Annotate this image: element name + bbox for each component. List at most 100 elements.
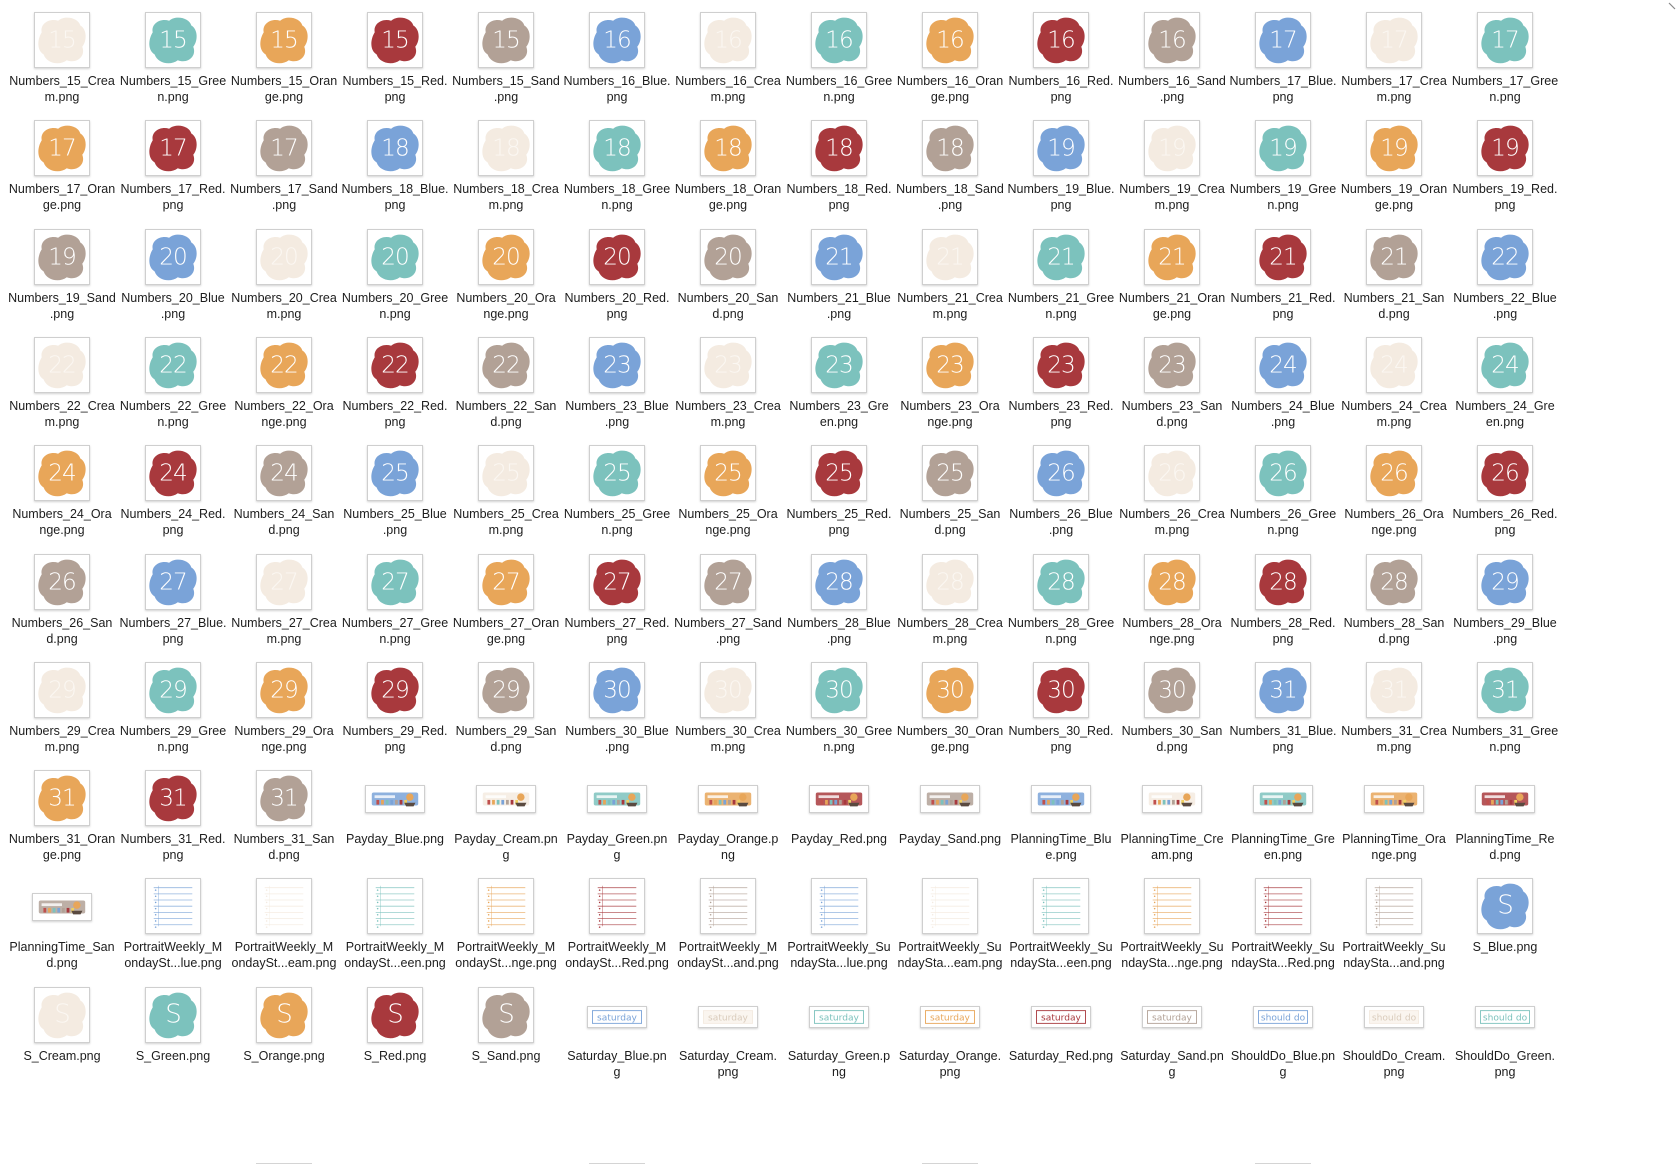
file-item[interactable]: 18 Numbers_18_Gree n.png [558,108,676,224]
file-item[interactable]: 19 Numbers_19_Crea m.png [1113,108,1231,224]
file-item[interactable]: 30 Numbers_30_San d.png [1113,650,1231,766]
file-thumbnail[interactable]: 24 [256,445,312,501]
file-thumbnail[interactable]: 23 [589,337,645,393]
file-item[interactable]: 16 Numbers_16_Sand .png [1113,0,1231,116]
file-thumbnail[interactable] [32,893,92,921]
file-item[interactable]: 15 Numbers_15_Crea m.png [3,0,121,116]
file-item[interactable]: S S_Blue.png [1446,866,1564,982]
file-thumbnail[interactable]: 19 [1366,120,1422,176]
file-item[interactable]: 27 Numbers_27_Red. png [558,542,676,658]
file-thumbnail[interactable]: 27 [700,554,756,610]
file-thumbnail[interactable]: 15 [34,12,90,68]
file-thumbnail[interactable]: 21 [1366,229,1422,285]
file-item[interactable]: 17 Numbers_17_Gree n.png [1446,0,1564,116]
file-item[interactable]: 25 Numbers_25_Blue .png [336,433,454,549]
file-item[interactable]: 15 Numbers_15_Oran ge.png [225,0,343,116]
file-thumbnail[interactable]: 22 [145,337,201,393]
file-item[interactable]: Payday_Blue.png [336,758,454,874]
file-thumbnail[interactable]: 22 [367,337,423,393]
file-thumbnail[interactable] [145,878,201,934]
file-item[interactable]: 25 Numbers_25_Crea m.png [447,433,565,549]
file-item[interactable]: 24 Numbers_24_Ora nge.png [3,433,121,549]
file-thumbnail[interactable]: 31 [145,770,201,826]
file-thumbnail[interactable] [700,878,756,934]
file-item[interactable]: PortraitWeekly_Su ndaySta...lue.png [780,866,898,982]
file-thumbnail[interactable]: saturday [1142,1006,1202,1028]
file-thumbnail[interactable]: 26 [34,554,90,610]
file-item[interactable]: 21 Numbers_21_Red. png [1224,217,1342,333]
file-item[interactable]: 16 Numbers_16_Crea m.png [669,0,787,116]
file-item[interactable]: 23 Numbers_23_Ora nge.png [891,325,1009,441]
file-thumbnail[interactable] [587,785,647,813]
file-item[interactable]: 20 Numbers_20_Gree n.png [336,217,454,333]
file-thumbnail[interactable]: 19 [34,229,90,285]
file-thumbnail[interactable] [365,785,425,813]
file-item[interactable]: PlanningTime_Re d.png [1446,758,1564,874]
file-thumbnail[interactable] [1364,785,1424,813]
file-thumbnail[interactable]: 17 [145,120,201,176]
file-thumbnail[interactable] [1475,785,1535,813]
file-thumbnail[interactable]: 27 [478,554,534,610]
file-thumbnail[interactable]: 22 [1477,229,1533,285]
file-thumbnail[interactable]: 19 [1144,120,1200,176]
file-item[interactable]: 24 Numbers_24_San d.png [225,433,343,549]
file-item[interactable]: PortraitWeekly_M ondaySt...and.png [669,866,787,982]
file-thumbnail[interactable] [1253,785,1313,813]
file-thumbnail[interactable]: 25 [367,445,423,501]
file-thumbnail[interactable] [367,878,423,934]
file-thumbnail[interactable]: 23 [1144,337,1200,393]
file-item[interactable]: 17 Numbers_17_Blue. png [1224,0,1342,116]
file-item[interactable]: 28 Numbers_28_Red. png [1224,542,1342,658]
file-item[interactable]: 31 Numbers_31_Crea m.png [1335,650,1453,766]
file-item[interactable]: 29 Numbers_29_Ora nge.png [225,650,343,766]
file-thumbnail[interactable]: 31 [256,770,312,826]
file-item[interactable]: S S_Red.png [336,975,454,1091]
file-item[interactable]: 19 Numbers_19_Sand .png [3,217,121,333]
file-item[interactable]: S S_Cream.png [3,975,121,1091]
file-item[interactable]: 30 Numbers_30_Gree n.png [780,650,898,766]
file-thumbnail[interactable]: 18 [367,120,423,176]
file-item[interactable]: 21 Numbers_21_Oran ge.png [1113,217,1231,333]
file-item[interactable]: PortraitWeekly_M ondaySt...lue.png [114,866,232,982]
file-thumbnail[interactable]: 31 [1255,662,1311,718]
file-item[interactable]: S S_Sand.png [447,975,565,1091]
file-thumbnail[interactable]: 15 [367,12,423,68]
file-thumbnail[interactable]: 18 [922,120,978,176]
file-item[interactable]: 20 Numbers_20_Blue .png [114,217,232,333]
file-item[interactable]: 22 Numbers_22_San d.png [447,325,565,441]
file-thumbnail[interactable] [1033,878,1089,934]
file-thumbnail[interactable]: 30 [1033,662,1089,718]
file-thumbnail[interactable]: saturday [809,1006,869,1028]
file-thumbnail[interactable]: 30 [922,662,978,718]
file-item[interactable]: 30 Numbers_30_Oran ge.png [891,650,1009,766]
file-thumbnail[interactable]: 24 [1477,337,1533,393]
file-thumbnail[interactable]: 22 [34,337,90,393]
file-thumbnail[interactable]: 29 [256,662,312,718]
file-thumbnail[interactable]: saturday [587,1006,647,1028]
file-item[interactable]: 29 Numbers_29_Blue .png [1446,542,1564,658]
file-thumbnail[interactable]: 29 [145,662,201,718]
file-thumbnail[interactable]: 20 [256,229,312,285]
file-thumbnail[interactable]: 30 [811,662,867,718]
file-item[interactable]: 19 Numbers_19_Oran ge.png [1335,108,1453,224]
file-thumbnail[interactable]: 20 [478,229,534,285]
file-thumbnail[interactable]: 31 [1366,662,1422,718]
file-item[interactable]: 30 Numbers_30_Crea m.png [669,650,787,766]
file-thumbnail[interactable]: saturday [698,1006,758,1028]
file-thumbnail[interactable]: 24 [1366,337,1422,393]
file-item[interactable]: Payday_Red.png [780,758,898,874]
file-item[interactable]: 23 Numbers_23_Crea m.png [669,325,787,441]
file-item[interactable]: S S_Orange.png [225,975,343,1091]
file-thumbnail[interactable]: 22 [256,337,312,393]
file-thumbnail[interactable]: 17 [1477,12,1533,68]
file-item[interactable]: 23 Numbers_23_Blue .png [558,325,676,441]
file-item[interactable]: 25 Numbers_25_Red. png [780,433,898,549]
file-item[interactable]: 28 Numbers_28_San d.png [1335,542,1453,658]
file-item[interactable]: PlanningTime_Gre en.png [1224,758,1342,874]
file-thumbnail[interactable]: 25 [811,445,867,501]
file-thumbnail[interactable]: 31 [34,770,90,826]
file-thumbnail[interactable]: 15 [145,12,201,68]
file-item[interactable]: 17 Numbers_17_Red. png [114,108,232,224]
file-thumbnail[interactable]: S [145,987,201,1043]
file-item[interactable]: 27 Numbers_27_Gree n.png [336,542,454,658]
